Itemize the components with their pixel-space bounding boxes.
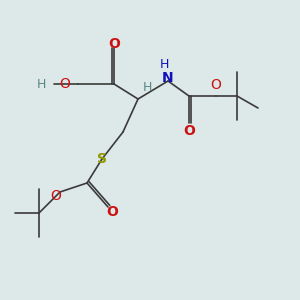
Text: H: H <box>142 82 152 94</box>
Text: O: O <box>211 77 221 92</box>
Text: O: O <box>59 77 70 91</box>
Text: O: O <box>106 205 119 218</box>
Text: O: O <box>183 124 195 137</box>
Text: H: H <box>160 58 169 70</box>
Text: S: S <box>97 152 107 166</box>
Text: H: H <box>37 77 46 91</box>
Text: O: O <box>50 189 61 202</box>
Text: O: O <box>108 37 120 50</box>
Text: N: N <box>162 71 174 85</box>
